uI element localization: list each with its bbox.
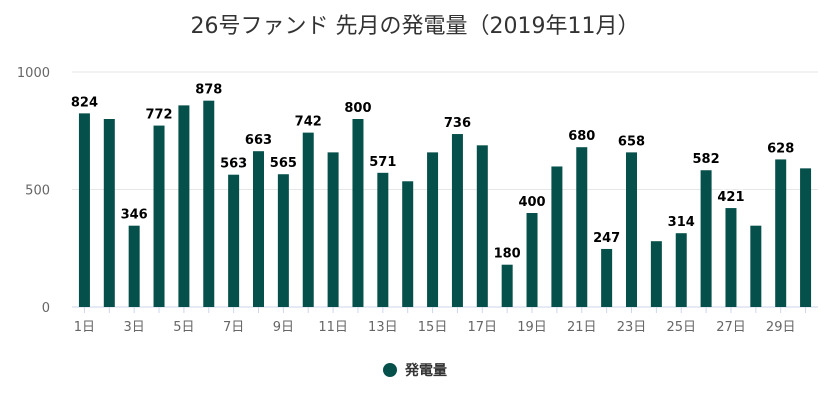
x-tick-label: 29日 — [766, 320, 796, 335]
bar[interactable] — [253, 151, 264, 307]
bar[interactable] — [626, 152, 637, 307]
bar[interactable] — [352, 119, 364, 307]
data-label: 680 — [568, 129, 595, 144]
x-tick-label: 25日 — [666, 320, 696, 335]
bar[interactable] — [800, 168, 812, 307]
data-label: 663 — [245, 133, 272, 148]
x-tick-label: 5日 — [173, 320, 194, 335]
x-tick-label: 11日 — [318, 320, 348, 335]
y-tick-label: 500 — [25, 184, 50, 199]
bar[interactable] — [551, 166, 563, 307]
data-label: 742 — [295, 115, 322, 130]
data-label: 346 — [121, 208, 148, 223]
data-label: 314 — [668, 215, 695, 230]
y-tick-label: 0 — [42, 301, 50, 316]
bar[interactable] — [750, 225, 762, 307]
bar[interactable] — [327, 152, 339, 307]
data-label: 400 — [518, 195, 545, 210]
bar[interactable] — [501, 264, 513, 307]
bar[interactable] — [700, 170, 712, 307]
data-label: 878 — [195, 83, 222, 98]
data-label: 180 — [494, 247, 521, 262]
bar[interactable] — [153, 125, 165, 307]
bar[interactable] — [178, 105, 190, 308]
data-label: 772 — [145, 108, 172, 123]
x-tick-label: 23日 — [617, 320, 647, 335]
bar[interactable] — [203, 100, 215, 307]
legend-label: 発電量 — [405, 363, 447, 379]
bar[interactable] — [650, 241, 662, 307]
data-label: 628 — [767, 141, 794, 156]
bar[interactable] — [128, 225, 140, 307]
bar[interactable] — [576, 147, 588, 307]
data-label: 247 — [593, 231, 620, 246]
bar[interactable] — [103, 119, 115, 307]
data-label: 563 — [220, 157, 247, 172]
data-label: 565 — [270, 156, 297, 171]
x-tick-label: 21日 — [567, 320, 597, 335]
x-tick-label: 17日 — [468, 320, 498, 335]
data-label: 582 — [693, 152, 720, 167]
x-tick-label: 13日 — [368, 320, 398, 335]
bar[interactable] — [675, 233, 687, 307]
bar[interactable] — [526, 213, 538, 307]
x-tick-label: 7日 — [223, 320, 244, 335]
x-tick-label: 9日 — [273, 320, 294, 335]
x-tick-label: 15日 — [418, 320, 448, 335]
bar[interactable] — [78, 113, 90, 307]
bar[interactable] — [775, 159, 787, 307]
data-label: 824 — [71, 95, 98, 110]
bar[interactable] — [601, 248, 613, 307]
legend-item[interactable]: 発電量 — [383, 360, 447, 380]
data-label: 421 — [717, 190, 744, 205]
x-tick-label: 3日 — [124, 320, 145, 335]
legend[interactable]: 発電量 — [0, 360, 830, 381]
bar[interactable] — [451, 134, 463, 307]
bar[interactable] — [277, 174, 289, 307]
bar[interactable] — [427, 152, 439, 307]
y-tick-label: 1000 — [17, 66, 50, 81]
bar[interactable] — [725, 208, 737, 307]
data-label: 571 — [369, 155, 396, 170]
bar[interactable] — [402, 181, 414, 307]
x-tick-label: 1日 — [74, 320, 95, 335]
data-label: 800 — [344, 101, 371, 116]
legend-marker — [383, 363, 397, 377]
bar[interactable] — [302, 132, 314, 307]
data-label: 658 — [618, 134, 645, 149]
bar[interactable] — [228, 174, 240, 307]
bar[interactable] — [377, 172, 389, 307]
chart-title: 26号ファンド 先月の発電量（2019年11月） — [190, 14, 640, 39]
bar[interactable] — [476, 145, 488, 307]
x-tick-label: 19日 — [517, 320, 547, 335]
data-label: 736 — [444, 116, 471, 131]
x-tick-label: 27日 — [716, 320, 746, 335]
